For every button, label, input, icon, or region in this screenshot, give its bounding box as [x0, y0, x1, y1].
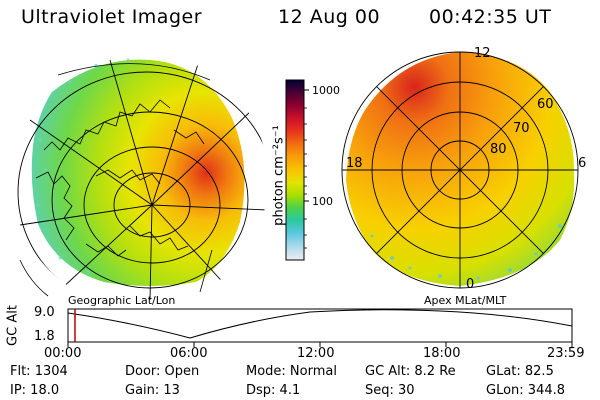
- colorbar-tick-100: 100: [312, 195, 333, 208]
- mlt-label-12: 12: [474, 46, 491, 61]
- noise-speckle-right: [370, 224, 562, 280]
- altitude-xtick-2359: 23:59: [547, 346, 585, 361]
- status-glon: GLon: 344.8: [486, 383, 566, 398]
- altitude-ylabel: GC Alt: [5, 305, 21, 346]
- mlt-label-18: 18: [346, 156, 363, 171]
- altitude-xtick-1800: 18:00: [423, 346, 461, 361]
- colorbar-tick-1000: 1000: [312, 84, 340, 97]
- status-dsp: Dsp: 4.1: [246, 383, 301, 398]
- altitude-curve: [67, 309, 573, 339]
- status-ip: IP: 18.0: [10, 383, 60, 398]
- altitude-plot: [67, 308, 573, 347]
- time-label: 00:42:35 UT: [429, 6, 552, 28]
- date-label: 12 Aug 00: [278, 6, 381, 28]
- status-gcalt: GC Alt: 8.2 Re: [365, 364, 456, 379]
- mlat-label-60: 60: [537, 97, 554, 112]
- altitude-xtick-1200: 12:00: [297, 346, 335, 361]
- status-glat: GLat: 82.5: [486, 364, 554, 379]
- status-seq: Seq: 30: [365, 383, 415, 398]
- mlat-mlt-polar-plot: [341, 51, 579, 289]
- status-door: Door: Open: [125, 364, 200, 379]
- noise-speckle-left: [36, 58, 130, 285]
- colorbar: [285, 79, 309, 261]
- coastlines: [35, 99, 205, 257]
- status-gain: Gain: 13: [125, 383, 180, 398]
- left-panel-caption: Geographic Lat/Lon: [68, 294, 176, 307]
- mlt-label-6: 6: [578, 156, 587, 171]
- status-flt: Flt: 1304: [10, 364, 68, 379]
- mlt-label-0: 0: [466, 277, 475, 292]
- status-mode: Mode: Normal: [246, 364, 337, 379]
- mlat-label-80: 80: [490, 142, 507, 157]
- mlat-label-70: 70: [513, 121, 530, 136]
- instrument-title: Ultraviolet Imager: [21, 6, 203, 28]
- altitude-xtick-0000: 00:00: [44, 346, 82, 361]
- altitude-xtick-0600: 06:00: [170, 346, 208, 361]
- auroral-image-left: [31, 59, 245, 286]
- altitude-ytick-low: 1.8: [34, 329, 55, 344]
- geographic-map: [17, 57, 268, 308]
- right-panel-caption: Apex MLat/MLT: [424, 294, 507, 307]
- altitude-ytick-high: 9.0: [34, 305, 55, 320]
- colorbar-unit-label: photon cm⁻²s⁻¹: [271, 125, 287, 226]
